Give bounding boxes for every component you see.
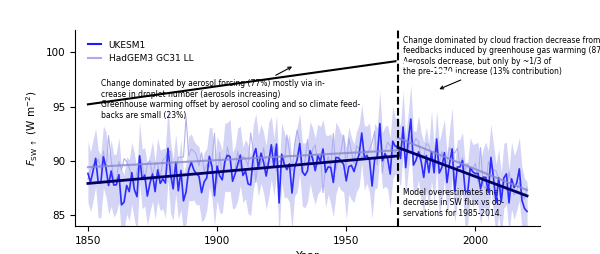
Text: Change dominated by aerosol forcing (77%) mostly via in-
crease in droplet numbe: Change dominated by aerosol forcing (77%… <box>101 67 360 120</box>
X-axis label: Year: Year <box>296 251 319 254</box>
Legend: UKESM1, HadGEM3 GC31 LL: UKESM1, HadGEM3 GC31 LL <box>84 37 197 67</box>
Text: Change dominated by cloud fraction decrease from climate
feedbacks induced by gr: Change dominated by cloud fraction decre… <box>403 36 600 89</box>
Y-axis label: $F_{\mathrm{SW}\,\uparrow}$ (W m$^{-2}$): $F_{\mathrm{SW}\,\uparrow}$ (W m$^{-2}$) <box>25 91 40 166</box>
Text: Model overestimates the
decrease in SW flux vs ob-
servations for 1985-2014.: Model overestimates the decrease in SW f… <box>403 188 504 218</box>
